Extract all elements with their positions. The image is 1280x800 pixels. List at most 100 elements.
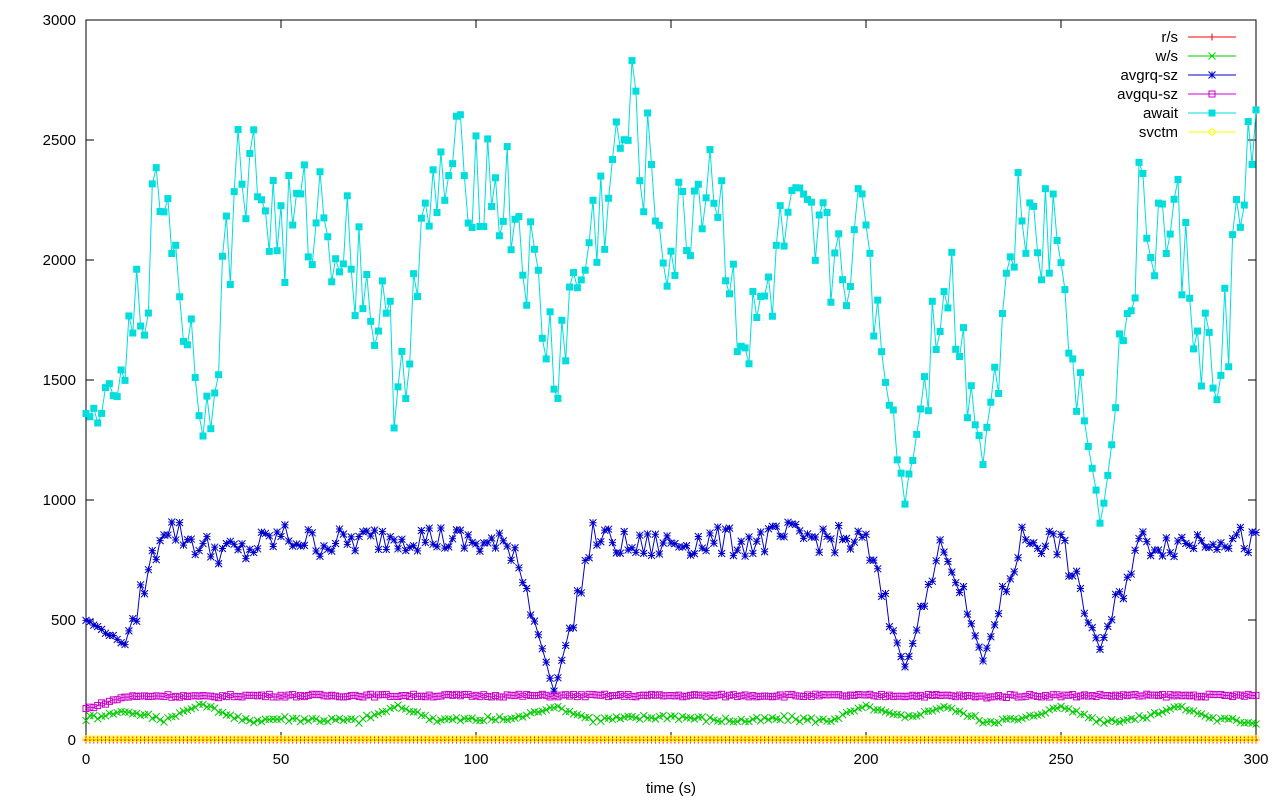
data-point	[1139, 528, 1147, 536]
y-tick-label: 1500	[43, 372, 76, 389]
data-point	[1201, 712, 1210, 720]
data-point	[811, 256, 819, 264]
data-point	[527, 691, 535, 699]
data-point	[316, 735, 324, 743]
data-point	[1072, 567, 1081, 576]
data-point	[846, 735, 854, 743]
data-point	[401, 546, 410, 555]
data-point	[195, 692, 203, 700]
data-point	[410, 270, 418, 278]
data-point	[1143, 690, 1151, 698]
data-point	[713, 523, 722, 531]
data-point	[717, 549, 726, 558]
legend-marker	[1208, 90, 1216, 98]
data-point	[1131, 546, 1139, 555]
data-point	[823, 209, 831, 217]
data-point	[967, 382, 975, 390]
data-point	[129, 735, 137, 743]
data-point	[1100, 499, 1108, 507]
data-point	[480, 691, 488, 699]
data-point	[714, 735, 722, 743]
data-point	[82, 716, 90, 725]
data-point	[1014, 735, 1022, 743]
data-point	[897, 469, 905, 477]
data-point	[651, 735, 659, 743]
data-point	[1229, 231, 1237, 239]
data-point	[760, 713, 769, 722]
data-point	[211, 735, 219, 743]
data-point	[1092, 735, 1100, 743]
data-point	[371, 735, 379, 743]
data-point	[206, 702, 215, 711]
data-point	[971, 711, 980, 720]
data-point	[819, 525, 827, 533]
data-point	[577, 711, 586, 720]
data-point	[277, 532, 285, 541]
data-point	[347, 265, 355, 273]
data-point	[82, 705, 90, 713]
data-point	[640, 691, 648, 699]
data-point	[378, 527, 387, 536]
data-point	[503, 143, 511, 151]
data-point	[495, 735, 503, 743]
data-point	[815, 735, 823, 743]
data-point	[433, 735, 441, 743]
data-point	[765, 692, 772, 700]
data-point	[292, 540, 301, 548]
data-point	[86, 617, 94, 626]
data-point	[1166, 704, 1175, 713]
data-point	[414, 293, 421, 301]
data-point	[558, 735, 566, 743]
data-point	[476, 223, 484, 231]
data-point	[293, 189, 301, 197]
data-point	[300, 715, 309, 723]
data-point	[1201, 543, 1210, 551]
data-point	[105, 380, 113, 388]
data-point	[323, 545, 332, 554]
data-point	[690, 735, 698, 743]
data-point	[531, 692, 538, 700]
data-point	[351, 312, 359, 320]
data-point	[690, 187, 698, 195]
data-point	[180, 735, 187, 743]
data-point	[648, 690, 655, 698]
data-point	[566, 692, 574, 700]
data-point	[566, 735, 574, 743]
data-point	[839, 276, 847, 284]
data-point	[835, 230, 843, 238]
data-point	[1069, 355, 1077, 363]
data-point	[722, 735, 730, 743]
data-point	[542, 658, 551, 667]
data-point	[901, 500, 909, 508]
data-point	[566, 283, 574, 291]
data-point	[382, 309, 390, 317]
data-point	[394, 701, 402, 709]
data-point	[640, 208, 648, 216]
data-point	[402, 735, 410, 743]
data-point	[975, 643, 983, 652]
data-point	[628, 543, 636, 552]
data-point	[215, 735, 223, 743]
data-point	[265, 531, 274, 540]
x-tick-label: 150	[658, 751, 683, 768]
data-point	[737, 735, 745, 743]
data-point	[651, 715, 660, 723]
data-point	[1166, 230, 1174, 238]
data-point	[960, 324, 967, 332]
data-point	[538, 334, 546, 342]
data-point	[417, 526, 426, 535]
data-point	[152, 555, 161, 564]
data-point	[1170, 195, 1178, 203]
data-point	[760, 547, 769, 556]
data-point	[171, 536, 180, 544]
data-point	[776, 735, 784, 743]
data-point	[1146, 711, 1155, 719]
data-point	[534, 266, 542, 274]
data-point	[253, 544, 262, 553]
data-point	[804, 735, 811, 743]
data-point	[877, 592, 886, 601]
data-point	[842, 534, 851, 543]
data-point	[1100, 719, 1108, 728]
data-point	[129, 329, 137, 337]
data-point	[1248, 160, 1256, 168]
